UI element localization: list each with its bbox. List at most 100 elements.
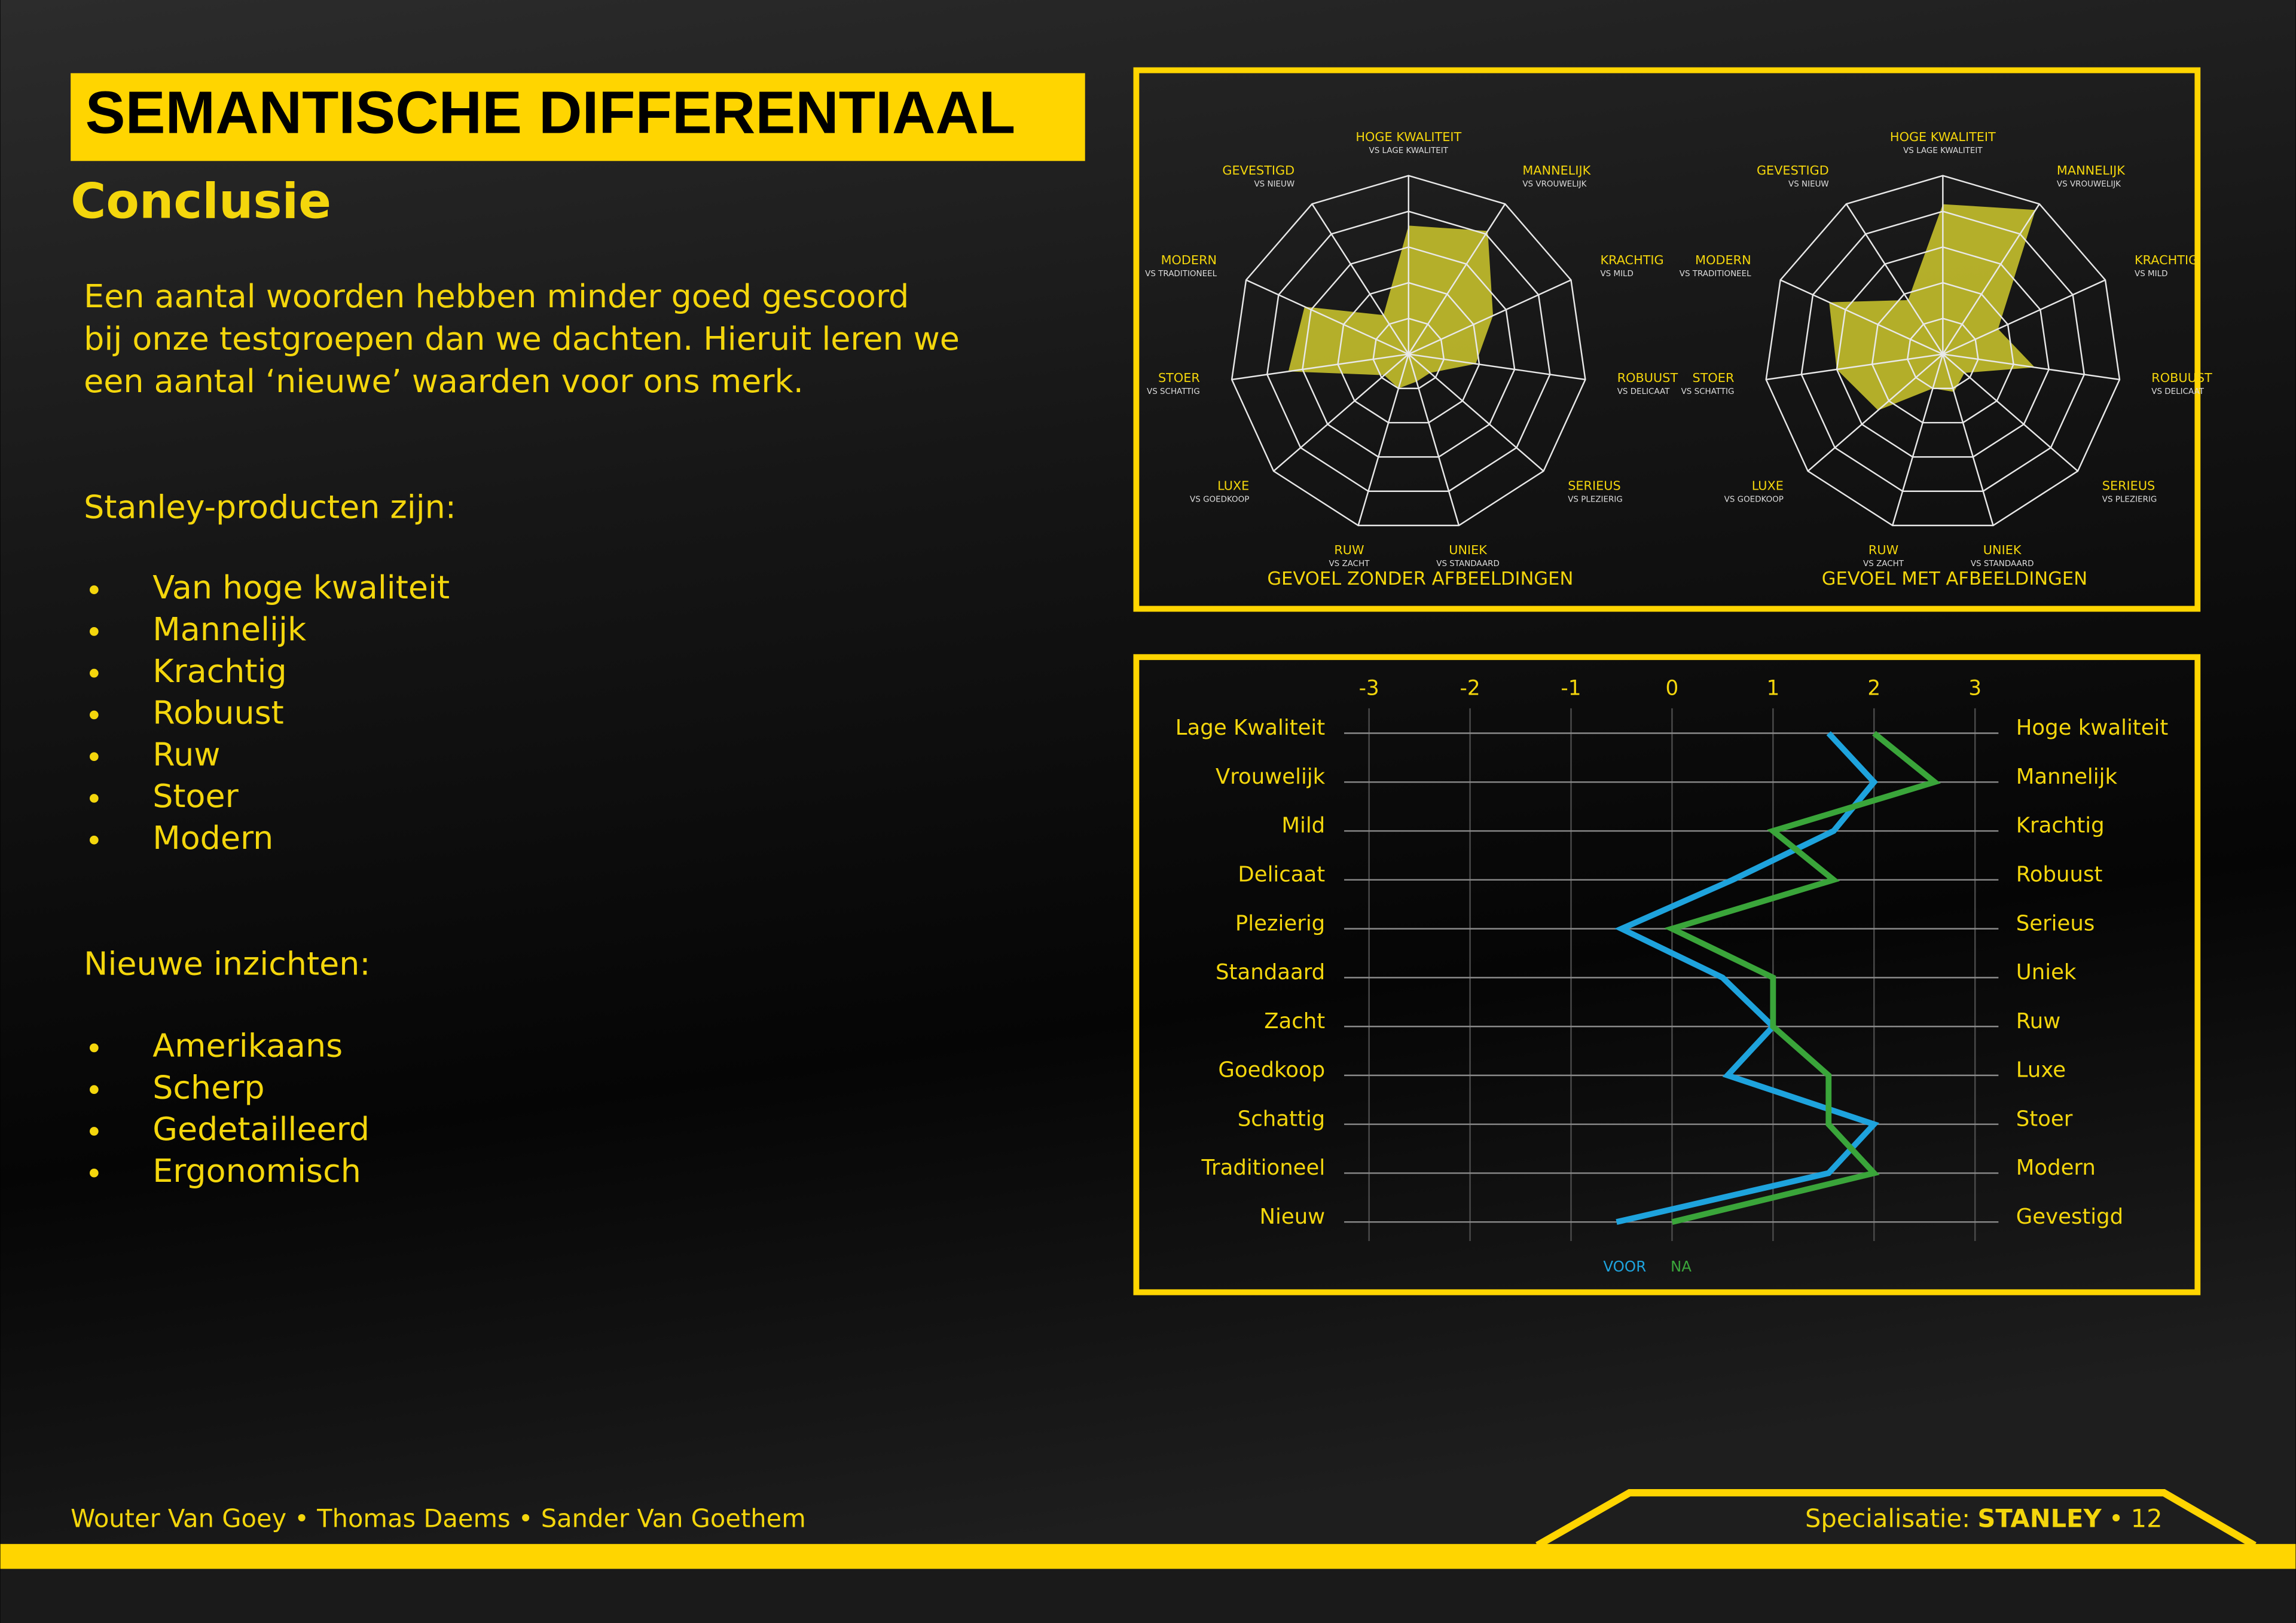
radar-label: MANNELIJK bbox=[2057, 163, 2126, 178]
radar-label: KRACHTIG bbox=[1600, 253, 1663, 267]
line-chart-frame bbox=[1133, 654, 2201, 1295]
subtitle: Conclusie bbox=[71, 174, 331, 230]
list-item: Amerikaans bbox=[152, 1027, 343, 1065]
right-label: Serieus bbox=[2016, 911, 2095, 936]
radar-label: HOGE KWALITEIT bbox=[1355, 130, 1461, 144]
list-item: Ruw bbox=[152, 735, 220, 773]
radar-spoke bbox=[1408, 353, 1586, 381]
bullet bbox=[89, 1085, 99, 1094]
series-line bbox=[1664, 730, 1941, 1225]
left-label: Nieuw bbox=[1259, 1205, 1325, 1229]
footer-brand: STANLEY bbox=[1977, 1504, 2102, 1533]
radar-sublabel: VS GOEDKOOP bbox=[1190, 496, 1249, 505]
radar-spoke bbox=[1357, 354, 1409, 526]
x-tick-label: 1 bbox=[1766, 677, 1779, 701]
footer-bar bbox=[0, 1543, 2296, 1569]
radar-spoke bbox=[1407, 354, 1460, 526]
page-title: SEMANTISCHE DIFFERENTIAAL bbox=[86, 79, 1016, 146]
list-item: Ergonomisch bbox=[152, 1152, 361, 1190]
radar-ring bbox=[1800, 210, 2086, 492]
radar-spoke bbox=[1943, 353, 2120, 381]
bullet bbox=[89, 835, 99, 845]
right-label: Stoer bbox=[2016, 1107, 2073, 1131]
radar-ring bbox=[1871, 282, 2014, 424]
radar-label: ROBUUST bbox=[2151, 371, 2212, 385]
footer-base bbox=[0, 1569, 2296, 1623]
radar-spoke bbox=[1845, 203, 1944, 355]
left-label: Delicaat bbox=[1238, 862, 1325, 887]
radar-spoke bbox=[1942, 203, 2040, 355]
left-label: Zacht bbox=[1264, 1009, 1325, 1034]
list-item: Van hoge kwaliteit bbox=[152, 568, 450, 606]
right-label: Krachtig bbox=[2016, 814, 2105, 838]
right-label: Uniek bbox=[2016, 960, 2077, 985]
radar-title: GEVOEL MET AFBEELDINGEN bbox=[1822, 568, 2087, 589]
radar-label: ROBUUST bbox=[1617, 371, 1678, 385]
right-label: Robuust bbox=[2016, 862, 2103, 887]
radar-sublabel: VS DELICAAT bbox=[1617, 387, 1670, 396]
radar-label: GEVESTIGD bbox=[1757, 163, 1829, 178]
radar-ring bbox=[1906, 317, 1979, 389]
radar-spoke bbox=[1311, 203, 1409, 355]
radar-label: HOGE KWALITEIT bbox=[1890, 130, 1996, 144]
radar-sublabel: VS LAGE KWALITEIT bbox=[1903, 146, 1983, 155]
radar-area bbox=[1829, 204, 2036, 411]
right-label: Mannelijk bbox=[2016, 765, 2118, 789]
intro-line: een aantal ‘nieuwe’ waarden voor ons mer… bbox=[84, 362, 804, 400]
intro-line: Een aantal woorden hebben minder goed ge… bbox=[84, 277, 909, 315]
left-label: Plezierig bbox=[1235, 911, 1325, 936]
radar-sublabel: VS MILD bbox=[1600, 270, 1633, 279]
radar-label: STOER bbox=[1693, 371, 1735, 385]
left-label: Standaard bbox=[1216, 960, 1325, 985]
left-label: Schattig bbox=[1238, 1107, 1325, 1131]
x-tick-label: -1 bbox=[1561, 677, 1581, 701]
footer-authors: Wouter Van Goey • Thomas Daems • Sander … bbox=[71, 1504, 806, 1533]
radar-sublabel: VS TRADITIONEEL bbox=[1145, 270, 1217, 279]
list-item: Robuust bbox=[152, 694, 284, 732]
left-label: Mild bbox=[1281, 814, 1325, 838]
radar-label: LUXE bbox=[1752, 479, 1784, 493]
radar-title: GEVOEL ZONDER AFBEELDINGEN bbox=[1267, 568, 1573, 589]
x-tick-label: -2 bbox=[1460, 677, 1480, 701]
list-item: Krachtig bbox=[152, 652, 286, 690]
bullet bbox=[89, 794, 99, 803]
legend-entry: VOOR bbox=[1603, 1258, 1646, 1275]
right-label: Gevestigd bbox=[2016, 1205, 2123, 1229]
radar-label: UNIEK bbox=[1983, 543, 2022, 557]
bullet bbox=[89, 585, 99, 594]
list-item: Scherp bbox=[152, 1068, 264, 1106]
bullet bbox=[89, 668, 99, 678]
radar-sublabel: VS SCHATTIG bbox=[1147, 387, 1200, 396]
radar-sublabel: VS MILD bbox=[2135, 270, 2167, 279]
intro-line: bij onze testgroepen dan we dachten. Hie… bbox=[84, 320, 960, 357]
left-label: Goedkoop bbox=[1218, 1058, 1325, 1083]
radar-label: STOER bbox=[1158, 371, 1200, 385]
radar-spoke bbox=[1245, 279, 1409, 355]
list-item: Mannelijk bbox=[152, 610, 307, 648]
bullet bbox=[89, 1127, 99, 1136]
radar-sublabel: VS STANDAARD bbox=[1971, 560, 2034, 568]
radar-label: MANNELIJK bbox=[1522, 163, 1591, 178]
footer-page: 12 bbox=[2131, 1504, 2163, 1533]
radar-ring bbox=[1231, 175, 1586, 527]
radar-sublabel: VS ZACHT bbox=[1329, 560, 1370, 568]
radar-label: SERIEUS bbox=[1568, 479, 1621, 493]
radar-label: MODERN bbox=[1161, 253, 1217, 267]
radar-sublabel: VS VROUWELIJK bbox=[2057, 180, 2121, 189]
x-tick-label: 3 bbox=[1968, 677, 1981, 701]
x-tick-label: 2 bbox=[1867, 677, 1880, 701]
products-list: Van hoge kwaliteit Mannelijk Krachtig Robuu… bbox=[89, 568, 450, 857]
radar-ring bbox=[1836, 246, 2050, 458]
radar-sublabel: VS NIEUW bbox=[1254, 180, 1294, 189]
radar-sublabel: VS PLEZIERIG bbox=[2102, 496, 2157, 505]
intro: Een aantal woorden hebben minder goed ge… bbox=[84, 277, 960, 400]
footer-right: Specialisatie: STANLEY • 12 bbox=[1805, 1504, 2163, 1533]
radar-label: RUW bbox=[1868, 543, 1898, 557]
radar-sublabel: VS DELICAAT bbox=[2151, 387, 2204, 396]
radar-sublabel: VS TRADITIONEEL bbox=[1680, 270, 1751, 279]
radar-sublabel: VS ZACHT bbox=[1863, 560, 1904, 568]
radar-spoke bbox=[1892, 354, 1944, 526]
right-label: Modern bbox=[2016, 1156, 2096, 1180]
bullet bbox=[89, 710, 99, 720]
radar-sublabel: VS PLEZIERIG bbox=[1568, 496, 1623, 505]
